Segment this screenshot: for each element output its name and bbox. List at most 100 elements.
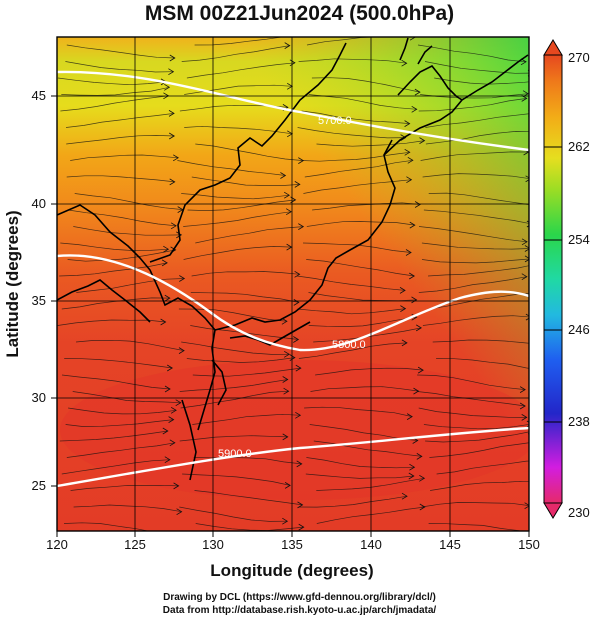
streamline	[61, 374, 171, 390]
streamline-arrowhead	[164, 456, 171, 464]
streamline	[72, 391, 181, 404]
streamline-arrowhead	[419, 503, 426, 511]
streamline	[194, 490, 303, 506]
streamline	[417, 374, 526, 390]
streamline-arrowhead	[162, 427, 169, 435]
streamline-arrowhead	[283, 387, 290, 395]
streamline	[436, 358, 529, 369]
streamline	[67, 249, 176, 262]
streamline-arrowhead	[160, 318, 167, 326]
streamline-arrowhead	[399, 287, 406, 294]
streamline-arrowhead	[172, 154, 179, 162]
streamline-arrowhead	[532, 203, 537, 209]
credit-data: Data from http://database.rish.kyoto-u.a…	[162, 605, 437, 616]
streamline	[179, 379, 288, 392]
y-tick-label: 35	[32, 293, 46, 308]
streamline-arrowhead	[419, 137, 426, 144]
streamline	[191, 176, 300, 186]
x-tick-label: 135	[281, 537, 303, 552]
streamline-arrowhead	[170, 222, 177, 230]
streamline	[70, 484, 179, 491]
streamline-arrowhead	[294, 270, 301, 278]
streamline-arrowhead	[400, 134, 407, 141]
streamline	[422, 173, 529, 179]
streamline	[297, 127, 406, 139]
y-tick-label: 40	[32, 196, 46, 211]
streamline	[297, 308, 406, 315]
streamline	[428, 192, 529, 205]
streamline	[74, 193, 183, 210]
streamline	[63, 522, 150, 531]
streamline	[421, 242, 529, 250]
streamline	[306, 259, 415, 277]
streamline	[190, 292, 299, 303]
colorbar	[543, 39, 563, 519]
streamline-arrowhead	[525, 313, 529, 321]
streamline	[61, 459, 170, 475]
streamline	[432, 339, 529, 344]
credit-drawing: Drawing by DCL (https://www.gfd-dennou.o…	[163, 592, 436, 603]
streamline	[418, 276, 527, 293]
streamline	[313, 440, 422, 457]
coastlines	[57, 37, 529, 481]
streamline	[177, 160, 286, 176]
streamline	[422, 315, 529, 326]
streamline	[66, 135, 175, 145]
streamline	[183, 246, 292, 260]
streamline	[193, 457, 302, 465]
streamline-arrowhead	[404, 148, 411, 156]
streamline	[192, 367, 301, 377]
colorbar-label: 230	[568, 505, 590, 520]
streamline-arrowhead	[284, 482, 291, 489]
streamline	[425, 431, 529, 443]
streamline	[66, 175, 175, 183]
streamline	[184, 125, 293, 135]
y-axis-label: Latitude (degrees)	[3, 210, 22, 357]
streamline	[427, 265, 529, 277]
colorbar-label: 238	[568, 414, 590, 429]
streamline	[178, 308, 287, 322]
streamline	[61, 86, 170, 96]
streamline	[73, 226, 182, 236]
streamline	[301, 110, 410, 124]
streamline	[424, 61, 529, 74]
streamline-arrowhead	[179, 275, 186, 282]
streamline-arrowhead	[524, 502, 529, 510]
streamline	[57, 77, 167, 86]
streamline-arrowhead	[401, 59, 408, 67]
streamline	[298, 495, 408, 508]
graticule	[57, 37, 529, 531]
streamline-arrowhead	[519, 386, 526, 393]
streamline-arrowhead	[293, 336, 300, 343]
streamline-arrowhead	[164, 385, 171, 393]
streamline	[60, 95, 169, 112]
streamline	[183, 211, 292, 227]
y-tick-label: 45	[32, 88, 46, 103]
streamline-arrowhead	[414, 88, 421, 96]
streamline-arrowhead	[169, 178, 176, 186]
height-contours	[57, 70, 529, 488]
streamline-arrowhead	[520, 58, 527, 66]
streamline-arrowhead	[167, 532, 172, 538]
streamline	[66, 44, 175, 59]
x-axis-label: Longitude (degrees)	[210, 561, 373, 580]
streamline	[59, 262, 168, 277]
streamline-arrowhead	[296, 460, 303, 468]
colorbar-label: 270	[568, 50, 590, 65]
streamline	[64, 358, 173, 369]
streamline-arrowhead	[161, 259, 168, 267]
x-tick-label: 130	[202, 537, 224, 552]
colorbar-bar	[543, 54, 563, 504]
streamline	[417, 44, 527, 63]
streamline-arrowhead	[168, 110, 175, 117]
streamline	[181, 45, 290, 62]
streamline-arrowhead	[417, 366, 424, 374]
streamline	[60, 242, 169, 251]
streamline	[68, 209, 177, 227]
streamline	[65, 61, 174, 73]
streamline-arrowhead	[281, 317, 288, 325]
streamline-arrowhead	[280, 172, 287, 179]
plot-frame	[56, 36, 530, 532]
streamline-arrowhead	[284, 42, 291, 49]
streamline	[418, 226, 528, 243]
